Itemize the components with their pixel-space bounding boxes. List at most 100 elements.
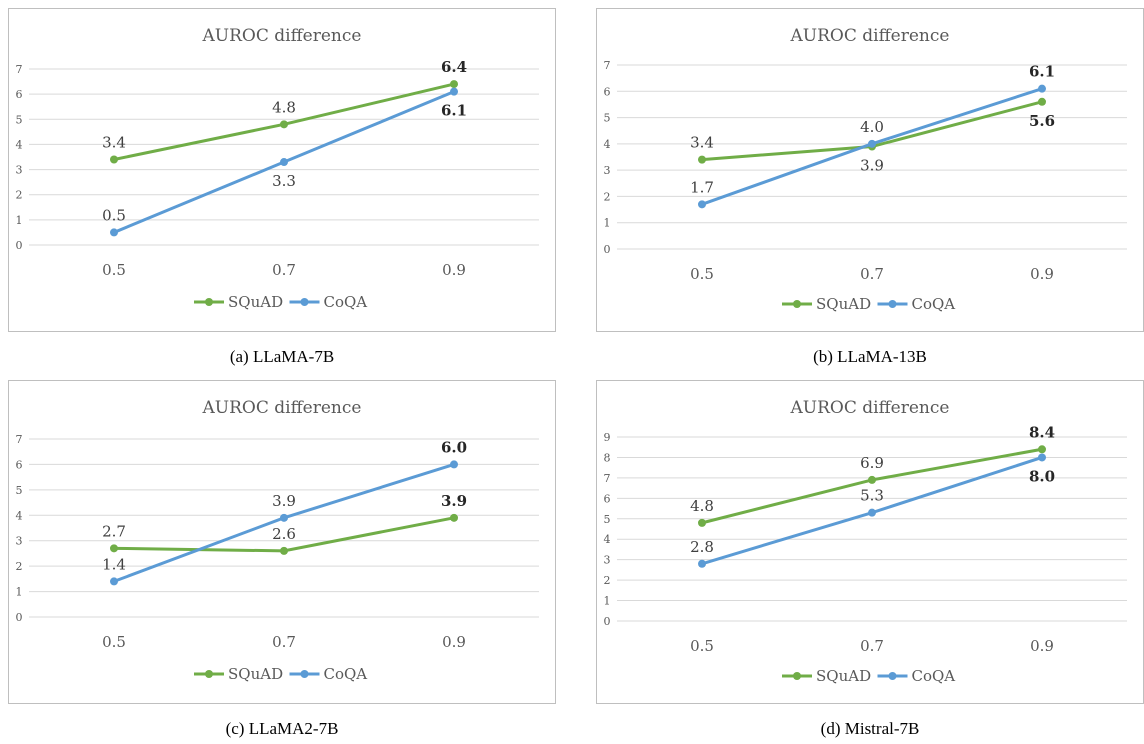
chart-title: AUROC difference [790,26,950,46]
legend-marker [793,672,801,680]
y-tick-label: 4 [604,138,611,151]
y-tick-label: 0 [16,611,23,624]
data-point [868,508,876,517]
legend-marker [793,300,801,308]
chart-b: AUROC difference 0 1 2 3 4 5 6 7 0.5 0.7 0.9 3.4 3.9 5… [604,26,1127,313]
y-tick-label: 2 [604,574,611,587]
data-point [698,518,706,527]
caption-a: (a) LLaMA-7B [229,347,335,366]
data-label: 1.4 [102,555,126,573]
data-point [110,577,118,586]
legend-entry: SQuAD [228,293,283,311]
data-label: 3.4 [102,134,126,152]
x-tick-label: 0.7 [860,265,884,283]
y-tick-label: 2 [16,560,23,573]
data-point [450,87,458,96]
y-tick-label: 6 [604,492,611,505]
data-point [868,475,876,484]
legend-marker [205,670,213,678]
data-point [698,559,706,568]
y-tick-label: 2 [16,189,23,202]
chart-title: AUROC difference [790,398,950,418]
data-point [698,155,706,164]
y-tick-label: 3 [16,535,23,548]
legend-entry: SQuAD [816,295,871,313]
y-tick-label: 4 [604,533,611,546]
data-label: 6.1 [1029,63,1055,81]
data-label: 3.4 [690,134,714,152]
legend-entry: CoQA [324,293,368,311]
series-line-coqa [113,462,455,583]
x-tick-label: 0.5 [690,637,714,655]
legend-marker [888,672,897,680]
x-tick-label: 0.9 [442,633,466,651]
x-tick-label: 0.7 [860,637,884,655]
y-tick-label: 6 [16,88,23,101]
y-tick-label: 7 [16,433,23,446]
chart-panel-c: AUROC difference 0 1 2 3 4 5 6 7 0.5 0.7 0.9 2.7 2.6 3… [8,380,556,704]
legend-entry: CoQA [912,295,956,313]
data-label: 4.0 [860,118,884,136]
legend-marker [300,670,309,678]
y-tick-label: 1 [604,595,611,608]
data-label: 3.9 [860,156,884,174]
legend-entry: CoQA [912,667,956,685]
x-tick-label: 0.9 [1030,637,1054,655]
data-label: 6.4 [441,58,467,76]
y-tick-label: 1 [16,214,23,227]
x-tick-label: 0.9 [442,261,466,279]
x-tick-label: 0.5 [102,261,126,279]
data-point [698,200,706,209]
caption-d: (d) Mistral-7B [820,719,920,738]
y-tick-label: 7 [604,472,611,485]
data-point [110,155,118,164]
y-tick-label: 9 [604,431,611,444]
y-tick-label: 7 [604,59,611,72]
chart-panel-d: AUROC difference 0 1 2 3 4 5 6 7 8 9 0.5 0.7 0.9 4.8 6.… [596,380,1144,704]
y-tick-label: 4 [16,138,23,151]
data-point [110,544,118,553]
data-label: 3.9 [272,492,296,510]
legend-entry: SQuAD [816,667,871,685]
chart-a: AUROC difference 0 1 2 3 4 5 6 7 0.5 0.7 0.9 3.4 4.8 6… [16,26,539,311]
y-tick-label: 5 [16,113,23,126]
data-point [1038,445,1046,454]
data-point [280,513,288,522]
y-tick-label: 0 [604,243,611,256]
y-tick-label: 3 [604,164,611,177]
legend-marker [888,300,897,308]
data-point [280,120,288,129]
chart-d: AUROC difference 0 1 2 3 4 5 6 7 8 9 0.5 0.7 0.9 4.8 6.… [604,398,1127,685]
caption-b: (b) LLaMA-13B [813,347,927,366]
y-tick-label: 1 [16,586,23,599]
chart-title: AUROC difference [202,398,362,418]
x-tick-label: 0.5 [102,633,126,651]
data-label: 5.3 [860,487,884,505]
data-point [1038,453,1046,462]
x-tick-label: 0.5 [690,265,714,283]
legend-marker [205,298,213,306]
y-tick-label: 2 [604,190,611,203]
y-tick-label: 5 [604,513,611,526]
chart-title: AUROC difference [202,26,362,46]
y-tick-label: 0 [604,615,611,628]
data-label: 1.7 [690,178,714,196]
data-label: 6.9 [860,454,884,472]
x-tick-label: 0.9 [1030,265,1054,283]
y-tick-label: 3 [16,164,23,177]
data-label: 2.8 [690,538,714,556]
data-label: 8.4 [1029,423,1055,441]
legend-marker [300,298,309,306]
data-label: 4.8 [272,98,296,116]
y-tick-label: 0 [16,239,23,252]
data-point [868,139,876,148]
x-tick-label: 0.7 [272,261,296,279]
y-tick-label: 8 [604,451,611,464]
data-point [280,158,288,167]
chart-panel-a: AUROC difference 0 1 2 3 4 5 6 7 0.5 0.7 0.9 3.4 4.8 6… [8,8,556,332]
legend-entry: SQuAD [228,665,283,683]
y-tick-label: 7 [16,63,23,76]
data-point [110,228,118,237]
data-label: 3.3 [272,172,296,190]
data-point [450,513,458,522]
